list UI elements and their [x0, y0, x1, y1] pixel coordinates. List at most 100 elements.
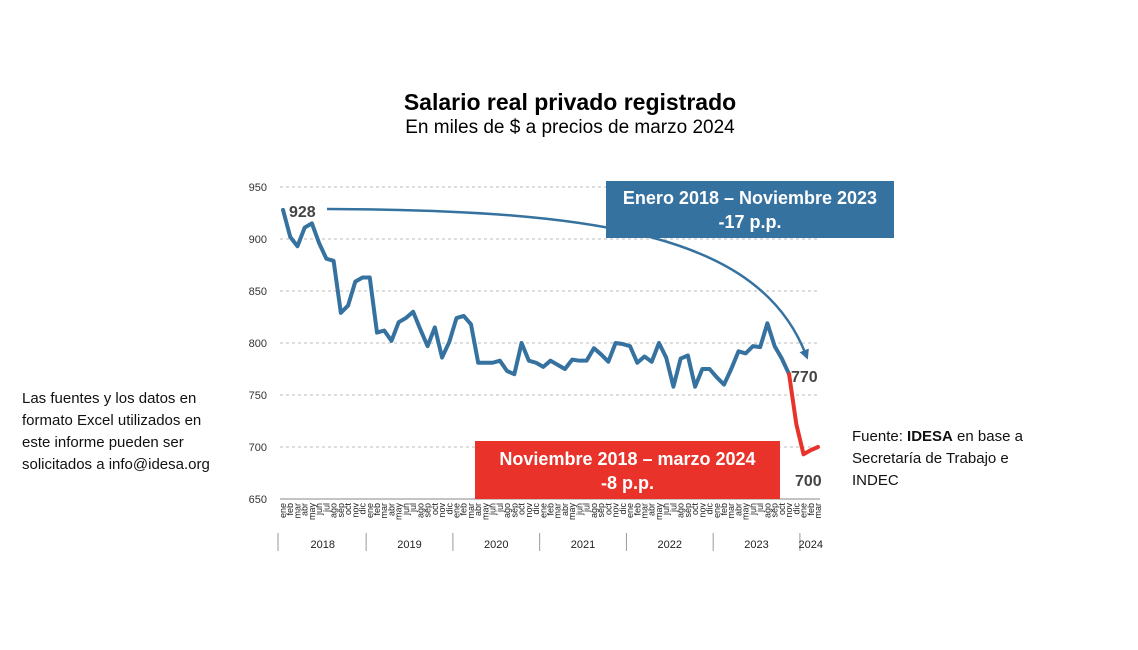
period-box-red-title: Noviembre 2018 – marzo 2024 — [499, 449, 756, 469]
x-month-label: abr — [473, 503, 483, 516]
x-month-label: dic — [705, 503, 715, 515]
y-tick-label: 650 — [249, 494, 267, 506]
y-tick-label: 750 — [249, 390, 267, 402]
x-month-label: may — [654, 503, 664, 521]
x-month-label: abr — [300, 503, 310, 516]
x-month-label: abr — [560, 503, 570, 516]
x-month-label: oct — [343, 503, 353, 516]
x-month-label: nov — [697, 503, 707, 518]
year-label: 2021 — [571, 539, 595, 551]
period-box-blue-title: Enero 2018 – Noviembre 2023 — [622, 188, 878, 208]
x-month-label: jun — [488, 503, 498, 516]
data-request-note: Las fuentes y los datos en formato Excel… — [22, 390, 210, 473]
x-month-label: dic — [618, 503, 628, 515]
x-month-label: nov — [784, 503, 794, 518]
x-month-label: nov — [524, 503, 534, 518]
x-month-label: sep — [683, 503, 693, 518]
period-box-blue-change: -17 p.p. — [718, 212, 782, 232]
value-label-700: 700 — [795, 473, 822, 490]
x-month-label: dic — [358, 503, 368, 515]
x-month-label: ago — [329, 503, 339, 518]
x-month-label: oct — [517, 503, 527, 516]
chart-title: Salario real privado registrado — [403, 89, 737, 115]
x-month-label: dic — [791, 503, 801, 515]
title-block: Salario real privado registrado En miles… — [300, 88, 840, 140]
x-month-label: jul — [582, 503, 592, 513]
y-tick-label: 800 — [249, 338, 267, 350]
x-month-label: may — [480, 503, 490, 521]
y-tick-label: 950 — [249, 182, 267, 194]
x-month-label: jun — [314, 503, 324, 516]
x-month-label: feb — [719, 503, 729, 516]
series-line-blue — [281, 207, 792, 389]
chart-subtitle: En miles de $ a precios de marzo 2024 — [405, 117, 735, 138]
x-month-label: oct — [430, 503, 440, 516]
x-month-label: ene — [452, 503, 462, 518]
year-label: 2020 — [484, 539, 508, 551]
period-box-red: Noviembre 2018 – marzo 2024 -8 p.p. — [475, 441, 780, 499]
x-month-label: sep — [596, 503, 606, 518]
x-month-label: jul — [755, 503, 765, 513]
x-month-label: jul — [668, 503, 678, 513]
x-month-label: jul — [408, 503, 418, 513]
x-month-label: abr — [647, 503, 657, 516]
x-month-label: jun — [661, 503, 671, 516]
x-month-label: may — [741, 503, 751, 521]
x-month-label: abr — [386, 503, 396, 516]
x-month-label: may — [307, 503, 317, 521]
x-month-label: ago — [415, 503, 425, 518]
x-month-label: ene — [278, 503, 288, 518]
y-tick-label: 700 — [249, 442, 267, 454]
x-month-label: jul — [495, 503, 505, 513]
period-box-blue: Enero 2018 – Noviembre 2023 -17 p.p. — [606, 181, 894, 238]
x-month-label: sep — [423, 503, 433, 518]
value-label-770: 770 — [791, 369, 818, 386]
x-month-label: ene — [799, 503, 809, 518]
year-label: 2018 — [311, 539, 335, 551]
x-month-label: mar — [292, 503, 302, 519]
x-month-label: mar — [379, 503, 389, 519]
x-month-label: mar — [466, 503, 476, 519]
x-month-label: may — [394, 503, 404, 521]
source-suffix: en base a Secretaría de Trabajo e INDEC — [852, 428, 1023, 489]
year-label: 2024 — [799, 539, 823, 551]
x-month-label: mar — [726, 503, 736, 519]
x-month-label: oct — [690, 503, 700, 516]
period-box-red-change: -8 p.p. — [601, 473, 654, 493]
x-month-label: jun — [574, 503, 584, 516]
x-month-label: nov — [437, 503, 447, 518]
x-month-label: ene — [712, 503, 722, 518]
x-month-label: ene — [538, 503, 548, 518]
x-month-label: dic — [531, 503, 541, 515]
x-month-label: sep — [509, 503, 519, 518]
x-month-label: ago — [589, 503, 599, 518]
x-month-label: may — [567, 503, 577, 521]
x-month-label: dic — [444, 503, 454, 515]
year-label: 2022 — [658, 539, 682, 551]
x-month-label: feb — [285, 503, 295, 516]
x-month-label: sep — [770, 503, 780, 518]
x-month-label: feb — [632, 503, 642, 516]
x-month-label: mar — [639, 503, 649, 519]
x-month-label: jun — [401, 503, 411, 516]
series-line-red — [787, 372, 820, 457]
y-tick-label: 850 — [249, 286, 267, 298]
x-month-label: feb — [372, 503, 382, 516]
x-month-label: ago — [762, 503, 772, 518]
x-month-label: nov — [611, 503, 621, 518]
x-month-label: sep — [336, 503, 346, 518]
x-month-label: ago — [676, 503, 686, 518]
x-month-label: jun — [748, 503, 758, 516]
x-month-label: mar — [813, 503, 823, 519]
x-month-label: oct — [603, 503, 613, 516]
x-month-label: nov — [350, 503, 360, 518]
value-label-928: 928 — [289, 204, 316, 221]
x-month-label: oct — [777, 503, 787, 516]
x-month-label: feb — [806, 503, 816, 516]
x-month-label: ene — [365, 503, 375, 518]
x-month-label: jul — [321, 503, 331, 513]
y-tick-label: 900 — [249, 234, 267, 246]
x-month-label: feb — [546, 503, 556, 516]
x-month-label: ago — [502, 503, 512, 518]
